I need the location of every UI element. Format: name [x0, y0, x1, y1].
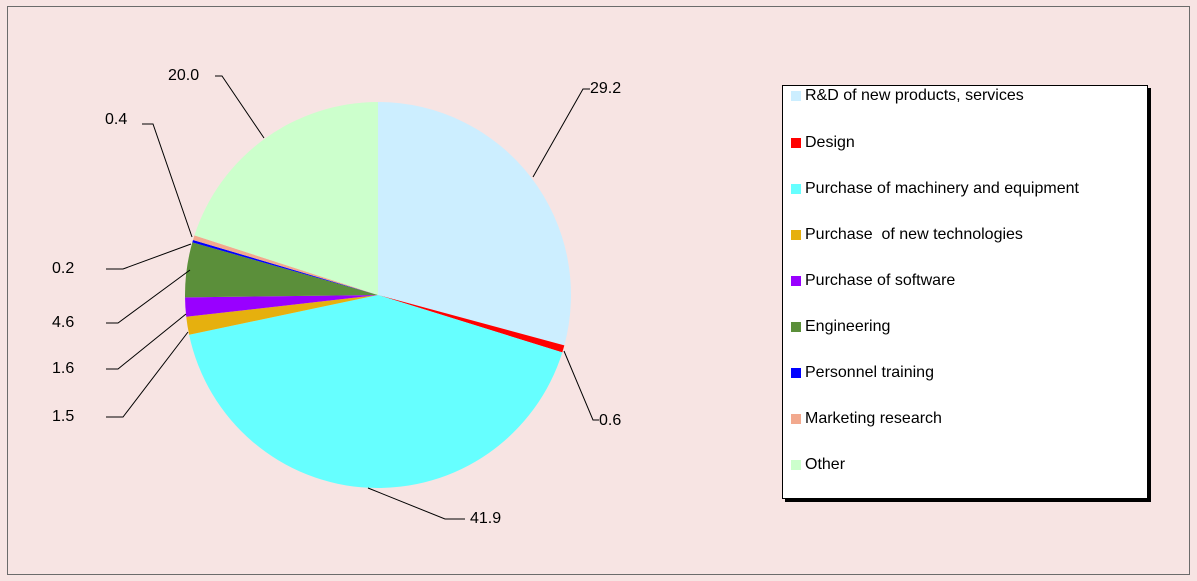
legend-item: R&D of new products, services [791, 87, 1024, 105]
data-label-9: 20.0 [168, 67, 199, 84]
leader-line-9 [215, 75, 265, 139]
data-label-4: 1.5 [52, 408, 74, 425]
leader-line-6 [106, 269, 191, 324]
pie-slice-1 [378, 102, 571, 346]
data-label-6: 4.6 [52, 314, 74, 331]
legend-swatch [791, 460, 801, 470]
legend-swatch [791, 184, 801, 194]
legend-item: Design [791, 134, 855, 152]
leader-line-3 [367, 487, 465, 520]
data-label-7: 0.2 [52, 260, 74, 277]
legend-swatch [791, 138, 801, 148]
legend-swatch [791, 368, 801, 378]
legend-item: Personnel training [791, 364, 934, 382]
leader-line-4 [106, 331, 189, 418]
data-label-3: 41.9 [470, 510, 501, 527]
legend-label: Design [805, 134, 855, 151]
legend-label: Purchase of new technologies [805, 226, 1023, 243]
pie-chart: 29.2 0.6 41.9 1.5 1.6 4.6 0.2 0.4 20.0 [52, 67, 621, 527]
legend-swatch [791, 322, 801, 332]
leader-line-8 [142, 123, 193, 238]
pie-slice-3 [189, 295, 563, 488]
legend-item: Purchase of machinery and equipment [791, 180, 1079, 198]
data-label-5: 1.6 [52, 360, 74, 377]
pie-slice-5 [185, 295, 378, 317]
legend-swatch [791, 91, 801, 101]
pie-slice-6 [185, 242, 378, 298]
data-label-1: 29.2 [590, 80, 621, 97]
legend-label: R&D of new products, services [805, 87, 1024, 104]
legend-label: Marketing research [805, 410, 942, 427]
legend-label: Purchase of machinery and equipment [805, 180, 1079, 197]
legend-item: Engineering [791, 318, 890, 336]
pie-slice-4 [186, 295, 378, 335]
legend-swatch [791, 414, 801, 424]
legend-item: Marketing research [791, 410, 942, 428]
legend-swatch [791, 230, 801, 240]
legend-swatch [791, 276, 801, 286]
pie-slice-8 [193, 235, 378, 295]
leader-line-7 [106, 243, 192, 270]
leader-line-1 [532, 88, 590, 178]
legend-item: Purchase of new technologies [791, 226, 1023, 244]
legend-label: Engineering [805, 318, 891, 335]
legend-item: Purchase of software [791, 272, 955, 290]
legend-label: Other [805, 456, 846, 473]
data-label-8: 0.4 [105, 111, 127, 128]
legend-item: Other [791, 456, 845, 474]
legend: R&D of new products, services Design Purch… [782, 85, 1148, 499]
pie-slice-9 [194, 102, 378, 295]
chart-area: 29.2 0.6 41.9 1.5 1.6 4.6 0.2 0.4 20.0 R&D of ne… [7, 6, 1190, 575]
pie-slice-7 [192, 239, 378, 295]
leader-line-5 [106, 313, 187, 370]
leader-line-2 [563, 350, 599, 421]
legend-label: Personnel training [805, 364, 934, 381]
data-label-2: 0.6 [599, 412, 621, 429]
pie-slice-2 [378, 295, 565, 353]
legend-label: Purchase of software [805, 272, 956, 289]
